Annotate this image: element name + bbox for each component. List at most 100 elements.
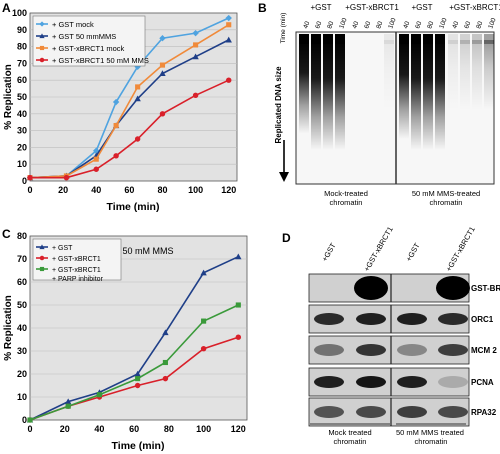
- blot-band: [438, 406, 468, 418]
- gel-well-band: [323, 34, 333, 44]
- blot-band: [438, 344, 468, 356]
- y-tick-label: 20: [17, 142, 27, 152]
- gel-well-band: [399, 34, 409, 44]
- gel-smear: [323, 40, 333, 150]
- lane-time-label: 40: [402, 20, 411, 30]
- data-point-square: [235, 302, 241, 308]
- group-label: +GST: [310, 3, 331, 12]
- gel-smear: [484, 40, 494, 110]
- gel-smear: [311, 40, 321, 150]
- gel-well-band: [299, 34, 309, 44]
- y-tick-label: 10: [17, 392, 27, 402]
- blot-band: [314, 376, 344, 388]
- data-point-triangle: [235, 253, 242, 260]
- column-label: +GST: [404, 241, 422, 263]
- gel-smear: [411, 40, 421, 150]
- gel-well-band: [484, 34, 494, 44]
- lane-time-label: 100: [338, 17, 348, 30]
- lane-time-label: 80: [426, 20, 435, 30]
- legend: + GST mock + GST 50 mmMMS + GST-xBRCT1 moc…: [32, 15, 149, 67]
- data-point-diamond: [112, 98, 120, 106]
- x-tick-labels: 0 20 40 60 80 100 120: [27, 185, 236, 195]
- data-point-triangle: [134, 370, 141, 377]
- gel-well-band: [335, 34, 345, 44]
- lane-time-label: 100: [387, 17, 397, 30]
- data-point-square: [39, 266, 45, 272]
- caption-left: Mock treated chromatin: [328, 428, 371, 446]
- y-tick-label: 70: [17, 254, 27, 264]
- panel-d-letter: D: [282, 231, 291, 245]
- data-point-triangle: [39, 33, 45, 39]
- blot-band: [314, 313, 344, 325]
- data-point-square: [65, 403, 71, 409]
- column-label: +GST: [320, 241, 338, 263]
- x-tick-label: 80: [157, 185, 167, 195]
- y-tick-label: 70: [17, 58, 27, 68]
- data-point-square: [93, 156, 99, 162]
- blot-rows: GST-BRCT1 ORC1 MCM 2 PCNA RPA32: [308, 273, 500, 427]
- y-axis-label: % Replication: [3, 295, 14, 361]
- series-lines: [26, 253, 242, 423]
- y-tick-labels: 0 10 20 30 40 50 60 70 80 90 100: [12, 8, 27, 186]
- blot-band: [436, 276, 470, 300]
- panel-d-blot: D +GST +GST-xBRCT1 +GST +GST-xBRCT1 GST-BRC…: [282, 226, 500, 446]
- column-label: +GST-xBRCT1: [444, 226, 477, 273]
- data-point-triangle: [39, 244, 45, 250]
- data-point-triangle: [162, 329, 169, 336]
- data-point-square: [135, 84, 141, 90]
- gel-smear: [299, 40, 309, 134]
- legend-label: + GST mock: [52, 20, 94, 29]
- group-label: +GST-xBRCT1: [449, 3, 500, 12]
- y-tick-label: 10: [17, 159, 27, 169]
- data-point-square: [39, 45, 45, 51]
- y-tick-label: 60: [17, 277, 27, 287]
- y-tick-label: 40: [17, 109, 27, 119]
- data-point-diamond: [39, 21, 45, 27]
- legend-label: + GST 50 mmMMS: [52, 32, 116, 41]
- data-point-circle: [63, 174, 70, 181]
- gel-well-band: [423, 34, 433, 44]
- y-tick-label: 0: [22, 176, 27, 186]
- gel-smear: [335, 40, 345, 150]
- x-axis-label: Time (min): [107, 201, 160, 213]
- x-tick-label: 20: [58, 185, 68, 195]
- blot-row-label: PCNA: [471, 378, 494, 387]
- data-point-triangle: [64, 398, 72, 405]
- data-point-square: [226, 22, 232, 28]
- data-point-triangle: [192, 53, 199, 60]
- legend-label: + GST-xBRCT1: [52, 256, 101, 263]
- data-point-circle: [39, 57, 45, 63]
- x-tick-label: 40: [94, 424, 104, 434]
- lane-time-label: 40: [351, 20, 360, 30]
- data-point-circle: [27, 174, 33, 181]
- data-point-triangle: [159, 70, 166, 77]
- data-point-square: [96, 392, 102, 398]
- gel-smear: [460, 40, 470, 110]
- caption-left: Mock-treated chromatin: [324, 189, 368, 207]
- data-point-square: [159, 62, 166, 68]
- blot-band: [354, 276, 388, 300]
- blot-band: [397, 406, 427, 418]
- blot-band: [356, 376, 386, 388]
- data-point-square: [135, 376, 141, 382]
- gel-well-band: [472, 34, 482, 44]
- panel-c-chart: C 0 10 20 30 40 50 60 70 80 0 20 40 60 80 100 120 % Re…: [2, 227, 248, 452]
- gel-well-band: [384, 34, 394, 44]
- blot-band: [314, 406, 344, 418]
- x-tick-label: 100: [188, 185, 203, 195]
- data-point-circle: [159, 111, 166, 117]
- size-label: Replicated DNA size: [274, 66, 283, 144]
- y-tick-label: 30: [17, 346, 27, 356]
- lane-time-label: 60: [463, 20, 472, 30]
- group-label: +GST-xBRCT1: [345, 3, 399, 12]
- gel-smear: [399, 40, 409, 139]
- lane-time-label: 60: [363, 20, 372, 30]
- gel-well-band: [311, 34, 321, 44]
- y-tick-label: 0: [22, 415, 27, 425]
- blot-row-label: RPA32: [471, 408, 497, 417]
- data-point-circle: [93, 166, 99, 172]
- x-tick-label: 120: [231, 424, 246, 434]
- gel-well-band: [448, 34, 458, 44]
- y-tick-labels: 0 10 20 30 40 50 60 70 80: [17, 231, 27, 425]
- blot-band: [397, 313, 427, 325]
